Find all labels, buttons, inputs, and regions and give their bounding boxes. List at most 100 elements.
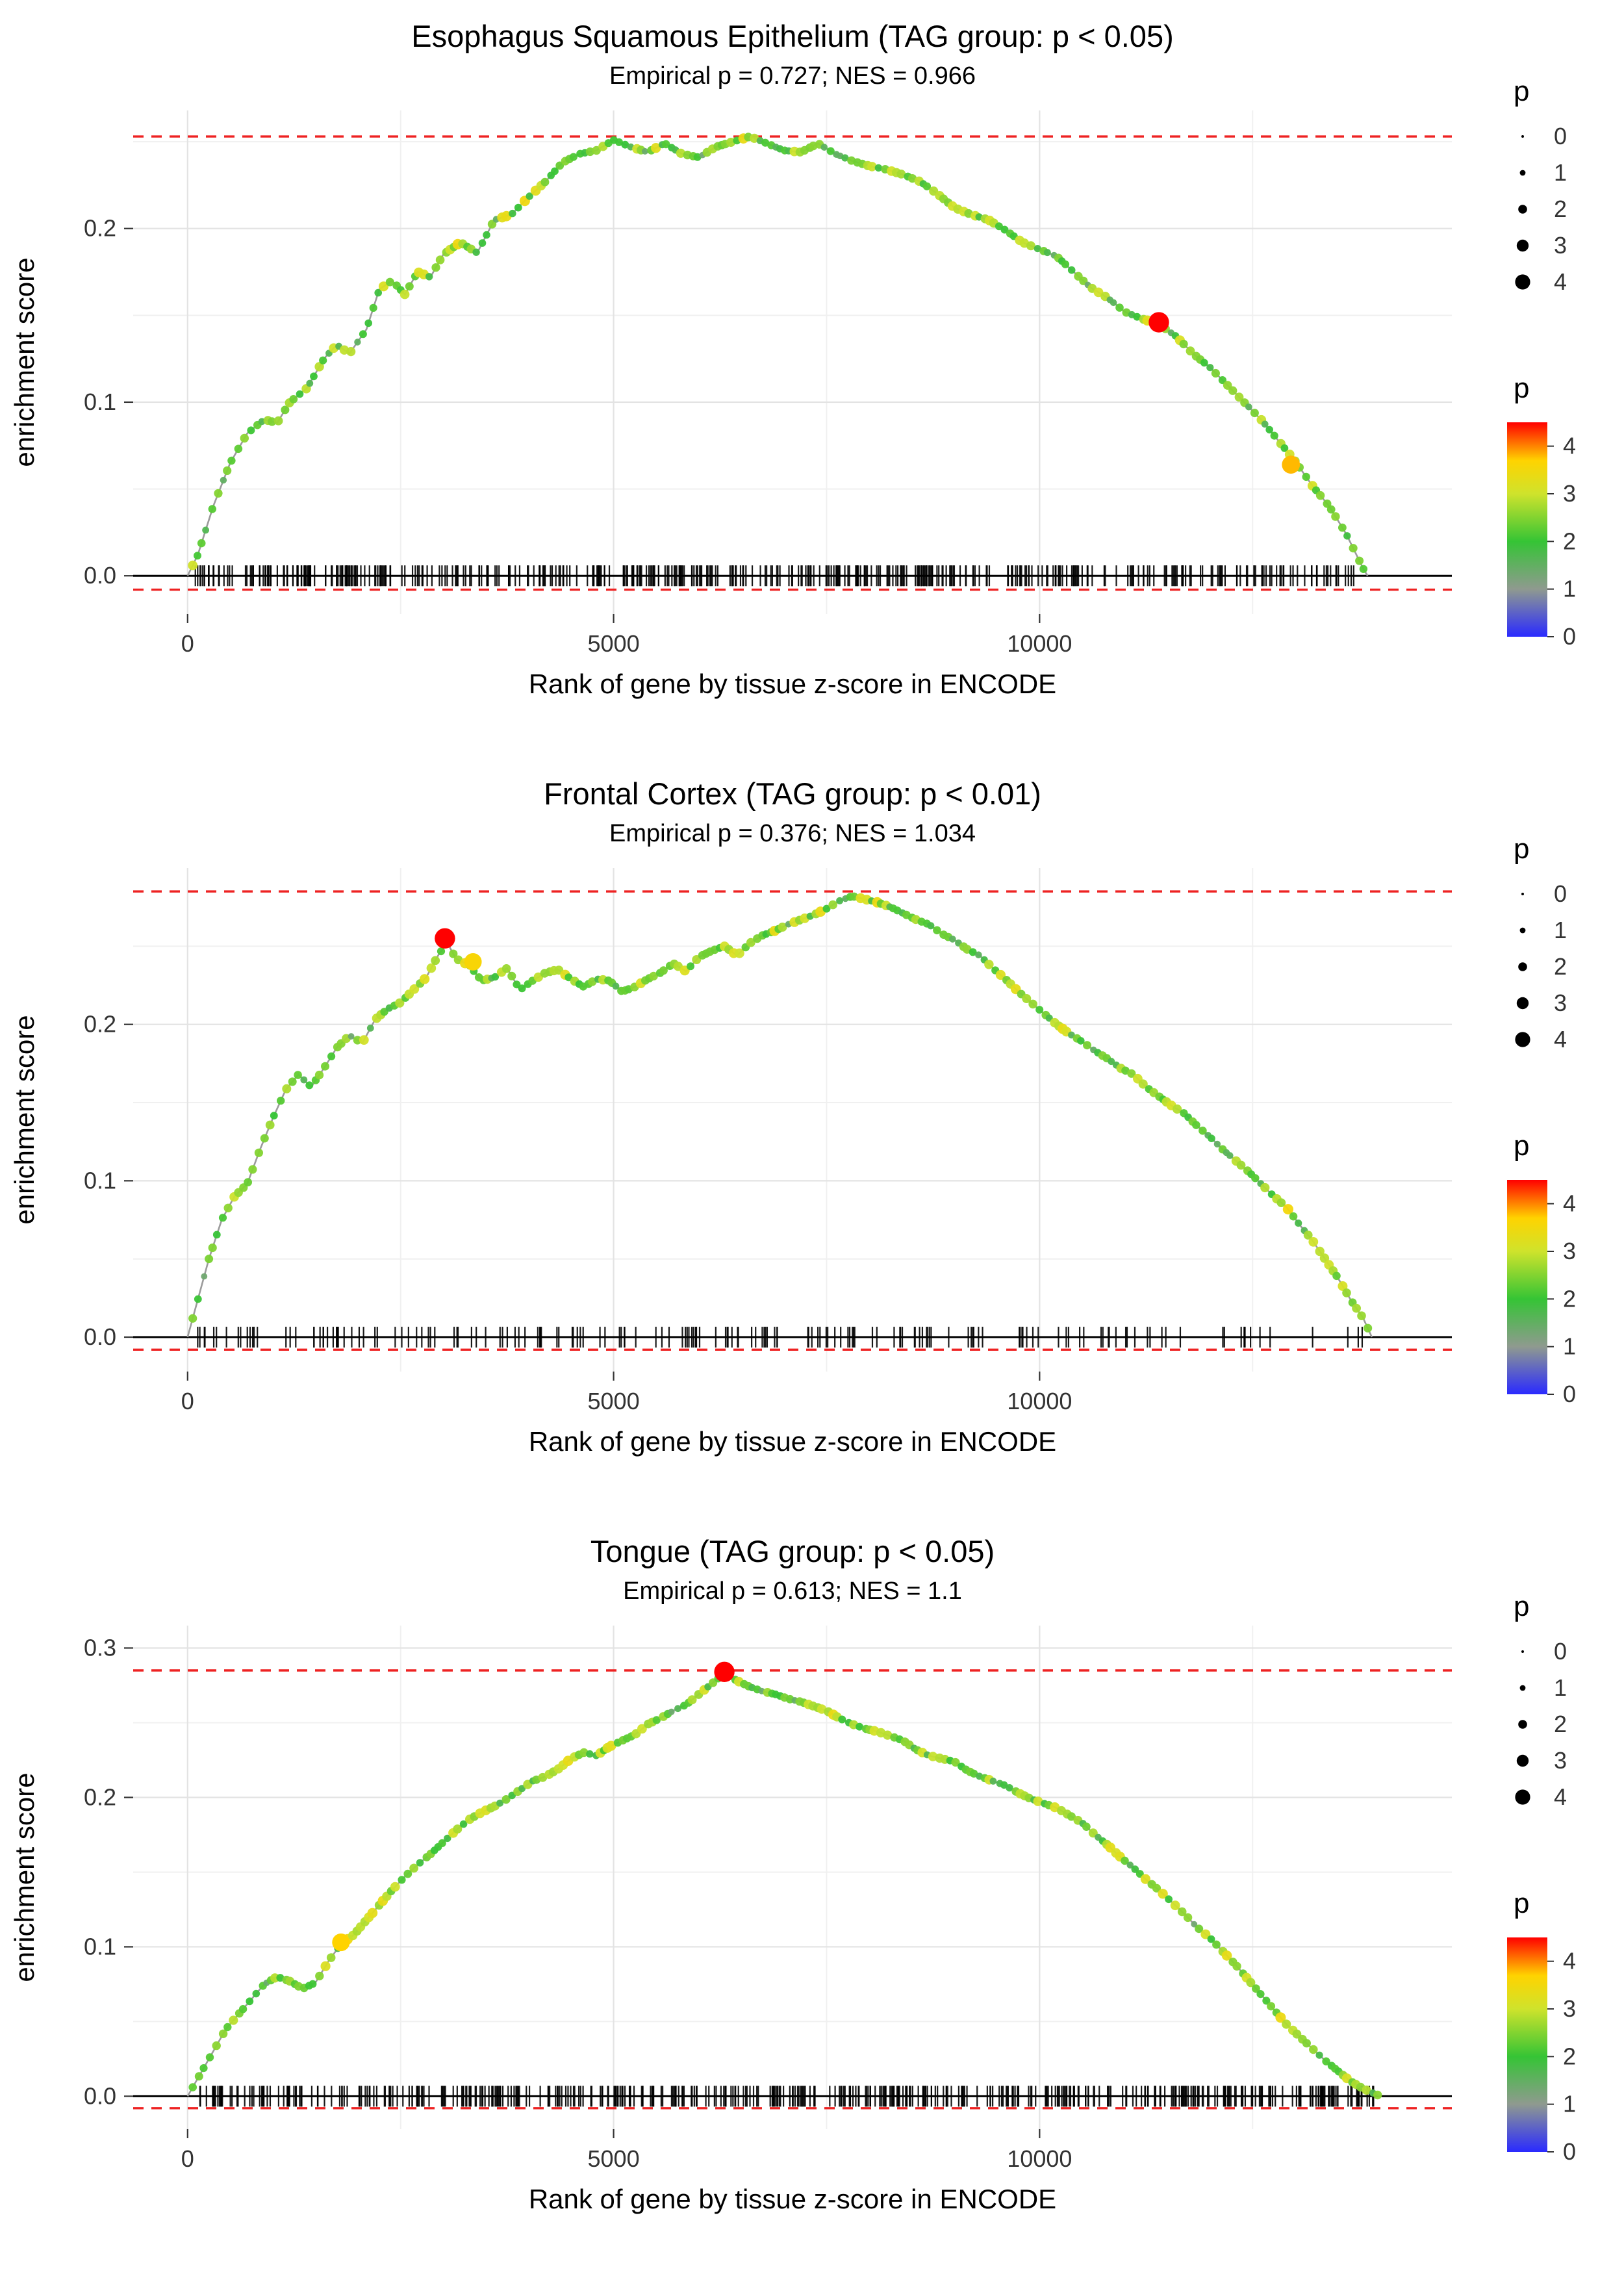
gsea-plot-esophagus: 0 5000 10000 0.0 0.1 0.2 Rank of gene by tissu… xyxy=(9,75,1576,699)
svg-text:4: 4 xyxy=(1554,268,1567,295)
color-legend: p 4 3 2 1 0 xyxy=(1507,1887,1576,2165)
gsea-plot-tongue: 0 5000 10000 0.0 0.1 0.2 0.3 Rank of gene by ti… xyxy=(9,1591,1576,2214)
svg-text:1: 1 xyxy=(1554,1674,1567,1701)
plot-area: 0 5000 10000 0.0 0.1 0.2 Rank of gene by tissu… xyxy=(9,110,1452,699)
svg-text:p: p xyxy=(1514,1887,1529,1919)
svg-text:4: 4 xyxy=(1563,1190,1576,1217)
plot-area: 0 5000 10000 0.0 0.1 0.2 0.3 Rank of gene by ti… xyxy=(9,1626,1452,2214)
svg-text:0: 0 xyxy=(181,1388,194,1414)
y-axis-title: enrichment score xyxy=(9,1772,40,1982)
size-legend: p0 1 2 3 4 xyxy=(1514,1591,1567,1810)
svg-text:p: p xyxy=(1514,833,1529,865)
panel-esophagus: Esophagus Squamous Epithelium (TAG group… xyxy=(0,0,1624,758)
x-axis-title: Rank of gene by tissue z-score in ENCODE xyxy=(529,2184,1056,2214)
svg-text:0: 0 xyxy=(1563,623,1576,650)
svg-text:4: 4 xyxy=(1554,1783,1567,1810)
size-legend: p0 1 2 3 4 xyxy=(1514,833,1567,1053)
svg-text:10000: 10000 xyxy=(1007,630,1072,657)
size-legend: p0 1 2 3 4 xyxy=(1514,75,1567,295)
svg-text:p: p xyxy=(1514,372,1529,404)
gene-rug xyxy=(199,2086,1375,2107)
svg-text:2: 2 xyxy=(1563,1285,1576,1312)
svg-text:3: 3 xyxy=(1554,990,1567,1016)
svg-text:5000: 5000 xyxy=(588,1388,640,1414)
svg-text:0.1: 0.1 xyxy=(84,389,116,415)
enrichment-curve xyxy=(186,895,1373,1338)
highlight-point xyxy=(1282,455,1300,474)
svg-text:0.0: 0.0 xyxy=(84,562,116,589)
svg-text:3: 3 xyxy=(1563,480,1576,507)
enrichment-curve xyxy=(186,1672,1381,2097)
svg-text:2: 2 xyxy=(1563,528,1576,554)
svg-text:p: p xyxy=(1514,75,1529,107)
colorbar xyxy=(1507,1937,1547,2152)
svg-text:0: 0 xyxy=(1554,880,1567,907)
svg-text:3: 3 xyxy=(1554,1747,1567,1774)
x-axis-title: Rank of gene by tissue z-score in ENCODE xyxy=(529,669,1056,699)
chart-subtitle: Empirical p = 0.727; NES = 0.966 xyxy=(609,62,976,90)
svg-text:1: 1 xyxy=(1554,917,1567,943)
x-axis-title: Rank of gene by tissue z-score in ENCODE xyxy=(529,1426,1056,1457)
svg-text:5000: 5000 xyxy=(588,2145,640,2172)
svg-text:2: 2 xyxy=(1554,196,1567,222)
color-legend: p 4 3 2 1 0 xyxy=(1507,1130,1576,1407)
svg-text:0.3: 0.3 xyxy=(84,1634,116,1661)
color-legend: p 4 3 2 1 0 xyxy=(1507,372,1576,650)
svg-text:0: 0 xyxy=(1554,123,1567,149)
panel-frontal-cortex: Frontal Cortex (TAG group: p < 0.01) Emp… xyxy=(0,758,1624,1515)
highlight-point xyxy=(435,928,455,949)
svg-text:p: p xyxy=(1514,1591,1529,1622)
svg-text:0: 0 xyxy=(181,630,194,657)
highlight-point xyxy=(714,1661,735,1682)
svg-text:1: 1 xyxy=(1563,1333,1576,1360)
gene-points xyxy=(188,1669,1382,2100)
svg-text:10000: 10000 xyxy=(1007,1388,1072,1414)
svg-text:5000: 5000 xyxy=(588,630,640,657)
svg-text:0.1: 0.1 xyxy=(84,1933,116,1960)
chart-subtitle: Empirical p = 0.613; NES = 1.1 xyxy=(623,1578,962,1605)
svg-text:3: 3 xyxy=(1563,1238,1576,1264)
svg-text:0.2: 0.2 xyxy=(84,1783,116,1810)
gene-points xyxy=(188,133,1368,573)
svg-text:1: 1 xyxy=(1563,576,1576,602)
chart-title: Frontal Cortex (TAG group: p < 0.01) xyxy=(544,776,1041,811)
highlight-point xyxy=(1148,312,1169,333)
panel-tongue: Tongue (TAG group: p < 0.05) Empirical p… xyxy=(0,1515,1624,2273)
svg-text:0.2: 0.2 xyxy=(84,1011,116,1038)
svg-text:2: 2 xyxy=(1554,1711,1567,1737)
gsea-plot-frontal-cortex: 0 5000 10000 0.0 0.1 0.2 Rank of gene by tissu… xyxy=(9,833,1576,1457)
gene-rug xyxy=(197,1327,1364,1348)
chart-title: Esophagus Squamous Epithelium (TAG group… xyxy=(411,19,1174,53)
svg-text:4: 4 xyxy=(1554,1026,1567,1053)
svg-text:1: 1 xyxy=(1554,159,1567,186)
plot-area: 0 5000 10000 0.0 0.1 0.2 Rank of gene by tissu… xyxy=(9,868,1452,1457)
chart-subtitle: Empirical p = 0.376; NES = 1.034 xyxy=(609,820,976,847)
gene-rug xyxy=(194,565,1354,587)
svg-text:1: 1 xyxy=(1563,2091,1576,2117)
svg-text:0: 0 xyxy=(1563,1381,1576,1407)
svg-text:2: 2 xyxy=(1563,2043,1576,2069)
highlight-point xyxy=(332,1933,350,1952)
svg-text:0.2: 0.2 xyxy=(84,215,116,242)
svg-text:p: p xyxy=(1514,1130,1529,1162)
svg-text:10000: 10000 xyxy=(1007,2145,1072,2172)
svg-text:0.0: 0.0 xyxy=(84,2082,116,2109)
enrichment-curve xyxy=(186,135,1369,576)
svg-text:4: 4 xyxy=(1563,1948,1576,1974)
svg-text:0: 0 xyxy=(1554,1638,1567,1665)
svg-text:0.1: 0.1 xyxy=(84,1167,116,1194)
y-axis-title: enrichment score xyxy=(9,257,40,466)
colorbar xyxy=(1507,422,1547,637)
colorbar xyxy=(1507,1180,1547,1394)
svg-text:0: 0 xyxy=(1563,2138,1576,2165)
svg-text:4: 4 xyxy=(1563,433,1576,459)
chart-title: Tongue (TAG group: p < 0.05) xyxy=(590,1534,995,1568)
svg-text:0.0: 0.0 xyxy=(84,1323,116,1350)
gene-points xyxy=(188,892,1373,1333)
svg-text:0: 0 xyxy=(181,2145,194,2172)
svg-text:2: 2 xyxy=(1554,953,1567,980)
highlight-point xyxy=(464,953,482,971)
svg-text:3: 3 xyxy=(1554,232,1567,259)
svg-text:3: 3 xyxy=(1563,1995,1576,2022)
y-axis-title: enrichment score xyxy=(9,1015,40,1224)
